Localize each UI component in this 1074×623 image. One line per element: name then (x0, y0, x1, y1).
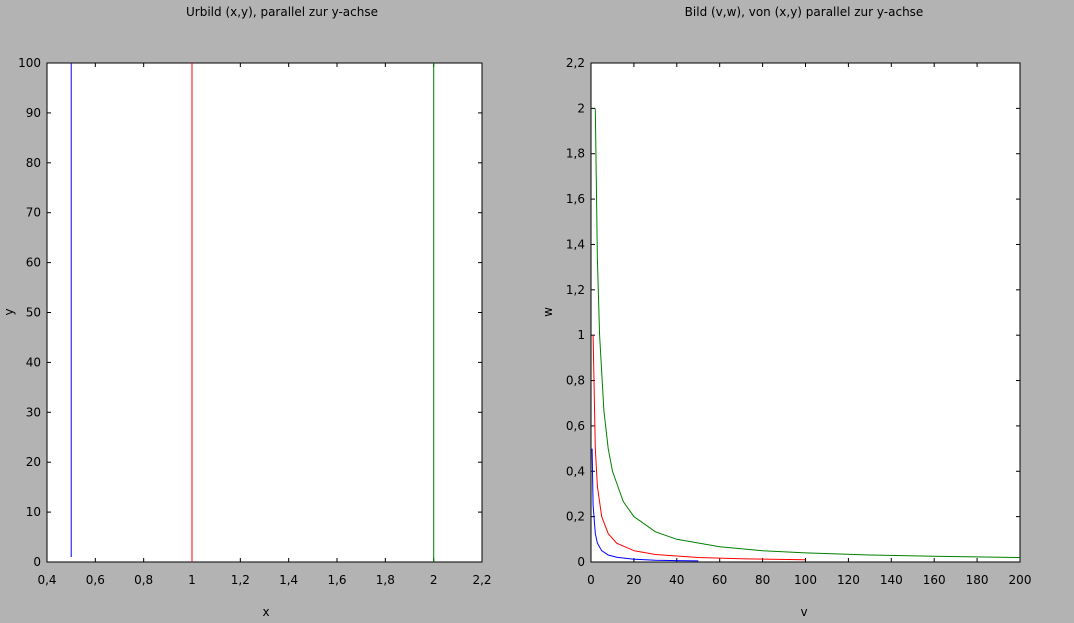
x-tick-label: 100 (794, 573, 817, 587)
x-tick-label: 1,4 (279, 573, 298, 587)
plot-area (590, 62, 1021, 563)
x-tick-label: 1,8 (376, 573, 395, 587)
y-tick-label: 20 (26, 455, 41, 469)
axis-ticks: 0 20 40 60 80 100 120 140 160 180 200 0 0,2 0,4 0,6 0,8… (566, 56, 1032, 587)
y-tick-label: 80 (26, 156, 41, 170)
x-tick-label: 1,6 (327, 573, 346, 587)
axis-ticks: 0,4 0,6 0,8 1 1,2 1,4 1,6 1,8 2 2,2 0 10 20 30 40 50 60 7… (18, 56, 491, 587)
x-tick-label: 1 (188, 573, 196, 587)
x-axis-label: x (262, 605, 269, 619)
x-tick-label: 80 (755, 573, 770, 587)
x-tick-label: 160 (923, 573, 946, 587)
y-tick-label: 1,8 (566, 147, 585, 161)
y-tick-label: 0 (577, 555, 585, 569)
series-line-0 (591, 448, 699, 562)
x-tick-label: 0 (587, 573, 595, 587)
x-tick-label: 120 (837, 573, 860, 587)
x-tick-label: 180 (966, 573, 989, 587)
x-tick-label: 2,2 (472, 573, 491, 587)
chart-bild: Bild (v,w), von (x,y) parallel zur y-ach… (541, 5, 1031, 619)
y-tick-label: 30 (26, 405, 41, 419)
x-tick-label: 0,8 (134, 573, 153, 587)
y-tick-label: 60 (26, 256, 41, 270)
y-tick-label: 90 (26, 106, 41, 120)
chart-urbild: Urbild (x,y), parallel zur y-achse 0,4 0,… (2, 5, 492, 619)
y-tick-label: 0,8 (566, 374, 585, 388)
series-line-2 (594, 108, 1021, 558)
series-layer (70, 63, 435, 562)
y-axis-label: w (541, 307, 555, 317)
y-tick-label: 70 (26, 206, 41, 220)
x-tick-label: 2 (430, 573, 438, 587)
x-tick-label: 140 (880, 573, 903, 587)
plot-area (46, 62, 483, 563)
y-tick-label: 0,4 (566, 464, 585, 478)
y-tick-label: 1 (577, 328, 585, 342)
chart-title: Bild (v,w), von (x,y) parallel zur y-ach… (685, 5, 924, 19)
x-tick-label: 0,6 (86, 573, 105, 587)
y-tick-label: 0,2 (566, 510, 585, 524)
y-tick-label: 40 (26, 355, 41, 369)
x-tick-label: 40 (669, 573, 684, 587)
y-tick-label: 10 (26, 505, 41, 519)
x-tick-label: 0,4 (37, 573, 56, 587)
x-tick-label: 20 (626, 573, 641, 587)
y-tick-label: 0 (33, 555, 41, 569)
y-tick-label: 0,6 (566, 419, 585, 433)
y-tick-label: 50 (26, 306, 41, 320)
series-line-1 (592, 335, 806, 561)
x-axis-label: v (800, 605, 807, 619)
y-axis-label: y (2, 308, 16, 315)
y-tick-label: 1,6 (566, 192, 585, 206)
y-tick-label: 100 (18, 56, 41, 70)
x-tick-label: 60 (712, 573, 727, 587)
x-tick-label: 1,2 (231, 573, 250, 587)
chart-title: Urbild (x,y), parallel zur y-achse (186, 5, 378, 19)
y-tick-label: 1,2 (566, 283, 585, 297)
y-tick-label: 2 (577, 101, 585, 115)
x-tick-label: 200 (1009, 573, 1032, 587)
series-layer (591, 108, 1021, 562)
y-tick-label: 1,4 (566, 237, 585, 251)
y-tick-label: 2,2 (566, 56, 585, 70)
